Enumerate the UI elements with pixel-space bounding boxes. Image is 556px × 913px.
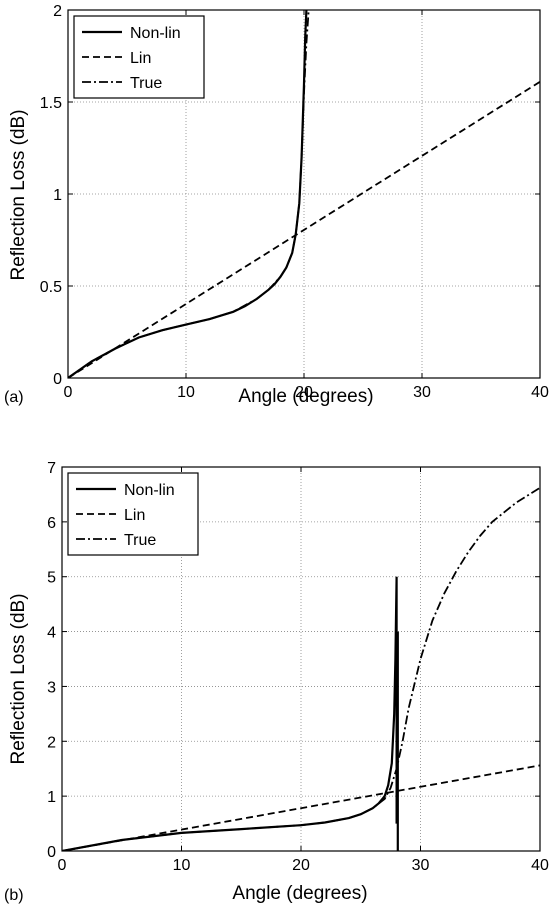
y-tick-label: 2 [53, 3, 62, 20]
y-tick-label: 6 [47, 515, 56, 532]
legend-label: Non-lin [130, 25, 181, 42]
y-tick-label: 1 [53, 187, 62, 204]
y-axis-label-b: Reflection Loss (dB) [8, 593, 29, 764]
y-axis-label-a: Reflection Loss (dB) [8, 109, 29, 280]
legend-label: Lin [124, 507, 145, 524]
legend-label: Lin [130, 50, 151, 67]
x-axis-label-b: Angle (degrees) [232, 883, 367, 904]
legend-label: Non-lin [124, 482, 175, 499]
panel-label-a: (a) [4, 389, 24, 406]
x-tick-label: 40 [531, 384, 549, 401]
series-line-non-lin [62, 576, 399, 851]
x-tick-label: 30 [413, 384, 431, 401]
series-line-lin [68, 81, 540, 378]
x-tick-label: 20 [292, 857, 310, 874]
legend-label: True [124, 532, 156, 549]
y-tick-label: 7 [47, 460, 56, 477]
y-tick-label: 1 [47, 789, 56, 806]
y-tick-label: 3 [47, 679, 56, 696]
legend-label: True [130, 75, 162, 92]
y-tick-label: 0 [47, 844, 56, 861]
x-tick-label: 0 [58, 857, 67, 874]
y-tick-label: 5 [47, 570, 56, 587]
y-tick-label: 4 [47, 625, 56, 642]
y-tick-label: 2 [47, 734, 56, 751]
series-line-true [62, 487, 540, 851]
x-tick-label: 0 [64, 384, 73, 401]
series-line-true [68, 10, 310, 378]
x-tick-label: 20 [295, 384, 313, 401]
x-tick-label: 10 [173, 857, 191, 874]
y-tick-label: 0.5 [40, 279, 62, 296]
x-tick-label: 40 [531, 857, 549, 874]
y-tick-label: 1.5 [40, 95, 62, 112]
x-tick-label: 10 [177, 384, 195, 401]
axes-frame [61, 466, 541, 852]
chart-panel-b: 0 10 20 30 40 0 1 2 3 4 5 6 7 Non-lin Lin True [47, 460, 549, 874]
x-axis-label-a: Angle (degrees) [238, 386, 373, 407]
x-tick-label: 30 [412, 857, 430, 874]
panel-label-b: (b) [4, 887, 24, 904]
axes-frame [67, 9, 541, 379]
y-tick-label: 0 [53, 371, 62, 388]
chart-panel-a: 0 10 20 30 40 0 0.5 1 1.5 2 Non-lin Lin True [40, 3, 549, 401]
